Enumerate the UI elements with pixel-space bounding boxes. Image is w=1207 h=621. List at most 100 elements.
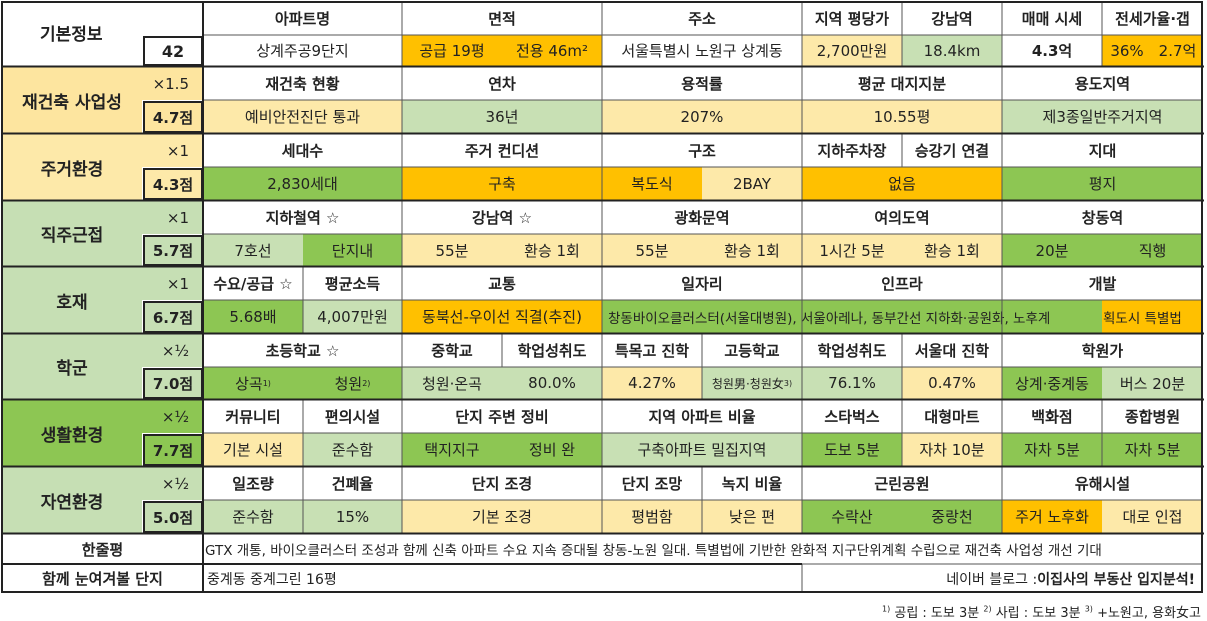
apt-name: 상계주공9단지 — [203, 35, 402, 66]
view: 평범함 — [602, 500, 702, 533]
blog-prefix: 네이버 블로그 : — [946, 571, 1038, 588]
header-surroundings: 단지 주변 정비 — [402, 400, 602, 433]
footnote-3-mark: 3) — [1084, 604, 1093, 614]
header-high-achievement: 학업성취도 — [802, 334, 902, 367]
related-complex: 중계동 중계그린 16평 — [203, 564, 703, 593]
yeouido-transfer: 환승 1회 — [902, 234, 1002, 266]
section-life-score: 7.7점 — [143, 434, 203, 466]
header-sale-price: 매매 시세 — [1002, 2, 1102, 35]
section-rebuild-multiplier: ×1.5 — [142, 67, 203, 100]
section-school-title: 학군 — [2, 334, 142, 399]
header-subway: 지하철역 ☆ — [203, 201, 402, 234]
elementary-private-name: 청원 — [334, 374, 363, 393]
sunlight: 준수함 — [203, 500, 303, 533]
header-coverage-ratio: 건폐율 — [303, 467, 402, 500]
community: 기본 시설 — [203, 433, 303, 466]
section-school-score: 7.0점 — [143, 368, 203, 399]
elementary-private: 청원 2) — [303, 367, 402, 399]
high-achievement: 76.1% — [802, 367, 902, 399]
header-jeonse-gap: 전세가율·갭 — [1102, 2, 1203, 35]
header-landscaping: 단지 조경 — [402, 467, 602, 500]
header-park: 근린공원 — [802, 467, 1002, 500]
header-zoning: 용도지역 — [1002, 67, 1203, 100]
land-share: 10.55평 — [802, 100, 1002, 133]
address: 서울특별시 노원구 상계동 — [602, 35, 802, 66]
subway-location: 단지내 — [303, 234, 402, 266]
related-label: 함께 눈여겨볼 단지 — [2, 564, 203, 593]
surroundings-status: 정비 완 — [502, 433, 602, 466]
footnote-1-mark: 1) — [882, 604, 891, 614]
section-benefit-title: 호재 — [2, 267, 142, 333]
apt-ratio: 구축아파트 밀집지역 — [602, 433, 802, 466]
parking-elevator: 없음 — [802, 167, 1002, 200]
header-sunlight: 일조량 — [203, 467, 303, 500]
middle-achievement: 80.0% — [502, 367, 602, 399]
basic-number: 42 — [143, 36, 203, 66]
header-apt-ratio: 지역 아파트 비율 — [602, 400, 802, 433]
header-transport: 교통 — [402, 267, 602, 300]
header-gangnam: 강남역 — [902, 2, 1002, 35]
header-high-school: 고등학교 — [702, 334, 802, 367]
header-department-store: 백화점 — [1002, 400, 1102, 433]
middle-school: 청원·온곡 — [402, 367, 502, 399]
footnote-1-text: 공립 : 도보 3분 — [894, 606, 980, 621]
summary-text: GTX 개통, 바이오클러스터 조성과 함께 신축 아파트 수요 지속 증대될 … — [203, 534, 1203, 564]
transport-plan: 동북선-우이선 직결(추진) — [402, 300, 602, 333]
hazard-aging: 주거 노후화 — [1002, 500, 1102, 533]
condition: 구축 — [402, 167, 602, 200]
starbucks-distance: 도보 5분 — [802, 433, 902, 466]
elementary-public: 상곡 1) — [203, 367, 303, 399]
header-convenience: 편의시설 — [303, 400, 402, 433]
jeonse-rate: 36% — [1102, 35, 1152, 66]
header-elementary: 초등학교 ☆ — [203, 334, 402, 367]
hazard-road: 대로 인접 — [1102, 500, 1203, 533]
header-apt-name: 아파트명 — [203, 2, 402, 35]
footnote-2-text: 사립 : 도보 3분 — [995, 606, 1081, 621]
zoning: 제3종일반주거지역 — [1002, 100, 1203, 133]
section-commute-score: 5.7점 — [143, 235, 203, 266]
footnote-3-text: +노원고, 용화女고 — [1097, 606, 1201, 621]
surroundings-district: 택지지구 — [402, 433, 502, 466]
coverage-ratio: 15% — [303, 500, 402, 533]
header-jobs: 일자리 — [602, 267, 802, 300]
header-view: 단지 조망 — [602, 467, 702, 500]
snu-rate: 0.47% — [902, 367, 1002, 399]
development-plan: 획도시 특별법 — [1102, 300, 1203, 333]
section-living-multiplier: ×1 — [142, 134, 203, 167]
header-elevator-link: 승강기 연결 — [902, 134, 1002, 167]
header-condition: 주거 컨디션 — [402, 134, 602, 167]
department-store-distance: 자차 5분 — [1002, 433, 1102, 466]
header-terrain: 지대 — [1002, 134, 1203, 167]
header-snu: 서울대 진학 — [902, 334, 1002, 367]
special-high-rate: 4.27% — [602, 367, 702, 399]
park-mountain: 수락산 — [802, 500, 902, 533]
academy-area: 상계·중계동 — [1002, 367, 1102, 399]
blog-credit: 네이버 블로그 : 이집사의 부동산 입지분석! — [802, 564, 1203, 593]
header-gangnam-station: 강남역 ☆ — [402, 201, 602, 234]
header-gwanghwamun: 광화문역 — [602, 201, 802, 234]
header-rebuild-status: 재건축 현황 — [203, 67, 402, 100]
footnote-ref-1: 1) — [262, 378, 271, 388]
header-community: 커뮤니티 — [203, 400, 303, 433]
academy-distance: 버스 20분 — [1102, 367, 1203, 399]
header-mart: 대형마트 — [902, 400, 1002, 433]
header-special-high: 특목고 진학 — [602, 334, 702, 367]
yeouido-time: 1시간 5분 — [802, 234, 902, 266]
elementary-public-name: 상곡 — [235, 374, 263, 393]
header-middle-achievement: 학업성취도 — [502, 334, 602, 367]
demand-supply: 5.68배 — [203, 300, 303, 333]
gangnam-time: 55분 — [402, 234, 502, 266]
landscaping: 기본 조경 — [402, 500, 602, 533]
area-supply: 공급 19평 — [402, 35, 502, 66]
header-average-income: 평균소득 — [303, 267, 402, 300]
building-age: 36년 — [402, 100, 602, 133]
footnote-2-mark: 2) — [983, 604, 992, 614]
section-rebuild-title: 재건축 사업성 — [2, 67, 142, 133]
header-building-age: 연차 — [402, 67, 602, 100]
section-life-multiplier: ×½ — [142, 400, 203, 433]
footnote-ref-3: 3) — [783, 378, 793, 388]
header-area: 면적 — [402, 2, 602, 35]
park-stream: 중랑천 — [902, 500, 1002, 533]
hospital-distance: 자차 5분 — [1102, 433, 1203, 466]
section-basic-title: 기본정보 — [2, 2, 203, 66]
